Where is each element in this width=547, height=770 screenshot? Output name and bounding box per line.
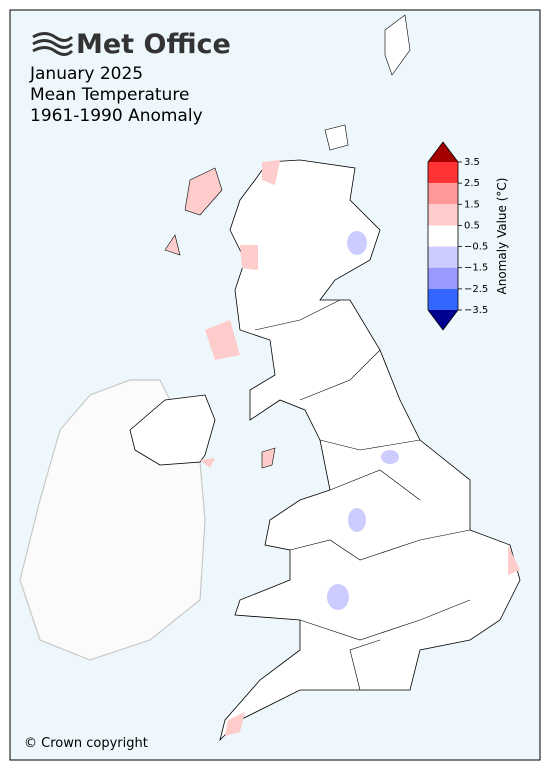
cool-anomaly <box>347 231 367 255</box>
colorbar-tick-label: −1.5 <box>464 263 488 274</box>
northern-ireland <box>129 394 216 466</box>
colorbar-bin <box>428 183 458 205</box>
cool-anomaly <box>381 450 399 464</box>
colorbar-tick-label: 1.5 <box>464 199 480 210</box>
colorbar-tick-label: 2.5 <box>464 178 480 189</box>
great-britain <box>219 159 521 742</box>
colorbar-tick-label: −3.5 <box>464 305 488 316</box>
colorbar-tick-label: 3.5 <box>464 157 480 168</box>
logo-mark <box>32 32 74 56</box>
title-line: Mean Temperature <box>30 85 189 105</box>
colorbar-under <box>428 310 458 330</box>
logo-text: Met Office <box>76 29 231 60</box>
title-line: January 2025 <box>29 64 143 84</box>
colorbar-bin <box>428 225 458 247</box>
colorbar-bin <box>428 267 458 289</box>
colorbar-tick-label: −0.5 <box>464 242 488 253</box>
colorbar-bin <box>428 246 458 268</box>
colorbar-tick-label: 0.5 <box>464 220 480 231</box>
northern-isles <box>324 14 411 151</box>
colorbar: 3.5 2.5 1.5 0.5 −0.5 −1.5 −2.5 −3.5 <box>427 141 488 331</box>
colorbar-label: Anomaly Value (°C) <box>495 178 509 295</box>
region-borders <box>254 299 471 691</box>
cool-anomaly <box>348 508 366 532</box>
copyright: © Crown copyright <box>24 736 148 751</box>
colorbar-over <box>428 142 458 162</box>
colorbar-bin <box>428 162 458 184</box>
title-line: 1961-1990 Anomaly <box>30 106 203 126</box>
colorbar-bin <box>428 204 458 226</box>
islands <box>164 167 276 469</box>
colorbar-bin <box>428 288 458 310</box>
colorbar-tick-label: −2.5 <box>464 284 488 295</box>
cool-anomaly <box>327 584 349 610</box>
